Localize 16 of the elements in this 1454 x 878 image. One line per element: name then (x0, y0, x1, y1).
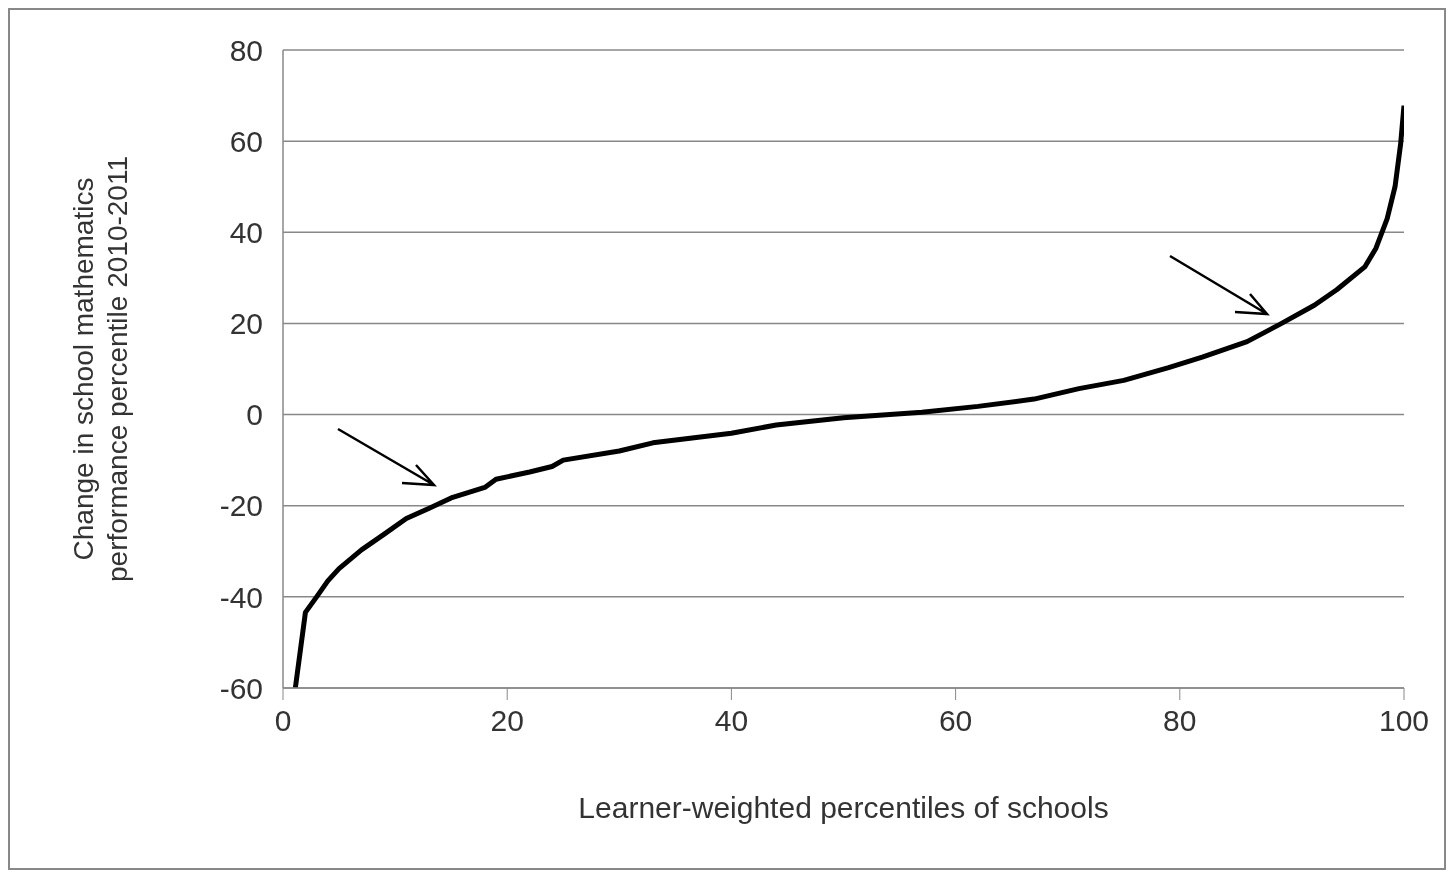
y-tick-label: -20 (219, 489, 263, 523)
y-tick-label: 0 (246, 398, 263, 432)
y-tick-label: 20 (229, 307, 263, 341)
y-axis-title: Change in school mathematics performance percentile 2010-2011 (68, 156, 133, 582)
x-tick-label: 40 (714, 704, 749, 738)
x-tick-label: 100 (1378, 704, 1430, 738)
y-tick-label: -40 (219, 580, 263, 614)
y-tick-label: -60 (219, 671, 263, 705)
y-tick-label: 60 (229, 124, 263, 158)
y-tick-label: 80 (229, 33, 263, 67)
x-tick-label: 20 (490, 704, 524, 738)
x-axis-title: Learner-weighted percentiles of schools (578, 791, 1109, 824)
x-tick-label: 0 (274, 704, 292, 738)
y-tick-label: 40 (229, 215, 263, 249)
x-tick-label: 80 (1163, 704, 1197, 738)
x-tick-label: 60 (938, 704, 973, 738)
